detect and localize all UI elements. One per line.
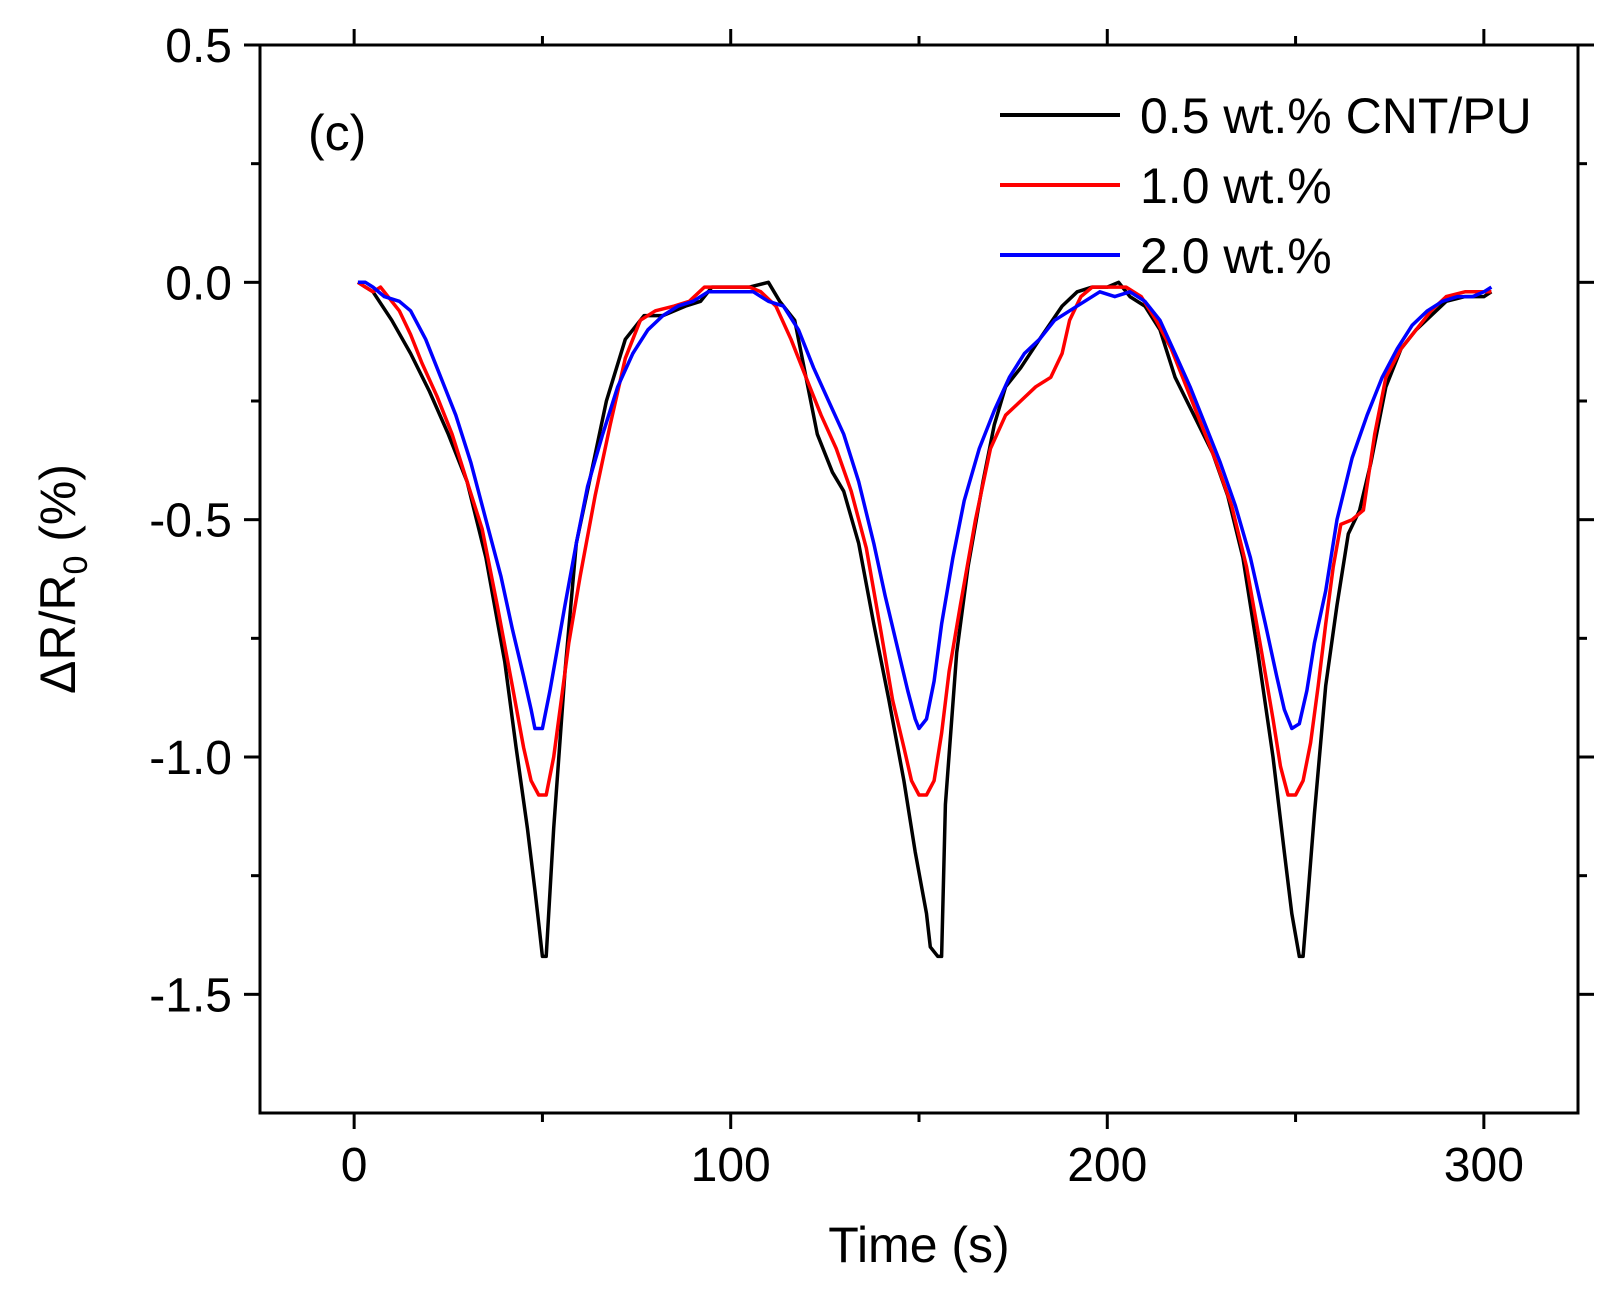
y-tick-label: -1.0 bbox=[149, 732, 232, 785]
legend: 0.5 wt.% CNT/PU 1.0 wt.% 2.0 wt.% bbox=[1000, 88, 1532, 284]
legend-label: 1.0 wt.% bbox=[1140, 158, 1332, 214]
x-axis-title: Time (s) bbox=[828, 1217, 1009, 1273]
legend-label: 0.5 wt.% CNT/PU bbox=[1140, 88, 1532, 144]
series-layer bbox=[356, 280, 1493, 959]
y-axis-title-subscript: 0 bbox=[57, 556, 95, 575]
y-tick-label: -0.5 bbox=[149, 495, 232, 548]
y-axis-title-main: ΔR/R bbox=[30, 575, 86, 695]
series-line-1 bbox=[356, 280, 1493, 959]
y-axis-title: ΔR/R0 (%) bbox=[30, 464, 95, 694]
series-line-3 bbox=[357, 280, 1493, 731]
y-axis-title-unit: (%) bbox=[30, 464, 86, 556]
x-tick-label: 300 bbox=[1444, 1139, 1524, 1192]
x-tick-label: 100 bbox=[691, 1139, 771, 1192]
x-tick-label: 200 bbox=[1067, 1139, 1147, 1192]
tick-layer: 0 100 200 300 0.5 0.0 -0.5 -1.0 -1.5 bbox=[149, 20, 1594, 1192]
y-tick-label: -1.5 bbox=[149, 969, 232, 1022]
series-line-2 bbox=[356, 280, 1492, 797]
legend-label: 2.0 wt.% bbox=[1140, 228, 1332, 284]
x-tick-label: 0 bbox=[341, 1139, 368, 1192]
panel-label: (c) bbox=[308, 105, 366, 161]
y-tick-label: 0.5 bbox=[165, 20, 232, 73]
y-tick-label: 0.0 bbox=[165, 257, 232, 310]
